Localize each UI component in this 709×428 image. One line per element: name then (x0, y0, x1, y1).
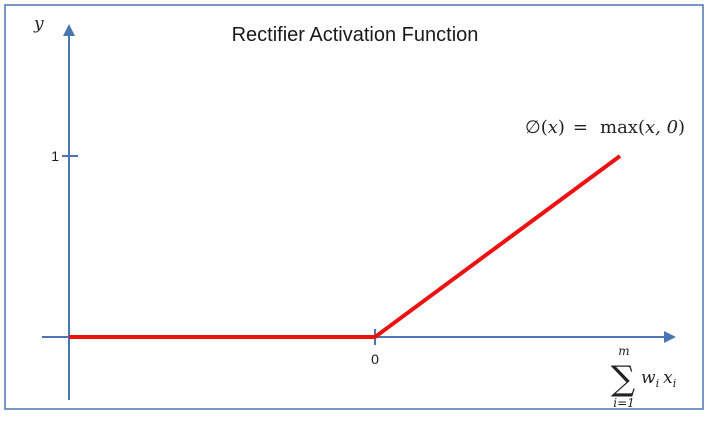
sum-upper-limit: m (618, 344, 629, 358)
formula-phi: ∅ (525, 117, 541, 138)
formula-open-paren-2: ( (638, 117, 645, 138)
relu-series-line (69, 154, 622, 339)
sum-w: w (641, 368, 656, 388)
y-tick-label-1: 1 (51, 148, 59, 164)
formula-max: max (600, 117, 638, 138)
diagram-border (4, 4, 704, 410)
x-tick-label-0: 0 (371, 351, 379, 367)
sum-x: x (663, 368, 673, 388)
y-axis-label: y (33, 14, 44, 34)
y-axis-arrow (63, 24, 75, 36)
formula-open-paren: ( (541, 117, 548, 138)
formula: ∅(x) = max(x, 0) (525, 117, 685, 138)
formula-x: x (548, 117, 558, 138)
chart-title: Rectifier Activation Function (232, 24, 479, 46)
sum-x-sub: i (673, 377, 677, 390)
sum-w-sub: i (656, 377, 660, 390)
sum-term: wi xi (641, 368, 676, 390)
formula-close-paren: ) (558, 117, 565, 138)
formula-text: ∅(x) = max(x, 0) (525, 117, 685, 138)
sum-symbol: ∑ (611, 359, 635, 399)
formula-args: x, 0 (645, 117, 678, 138)
formula-equals: = (573, 117, 588, 138)
sum-lower-limit: i=1 (613, 396, 635, 410)
x-axis-label: m ∑ i=1 wi xi (611, 344, 676, 410)
x-axis-arrow (664, 331, 676, 343)
formula-close-paren-2: ) (678, 117, 685, 138)
